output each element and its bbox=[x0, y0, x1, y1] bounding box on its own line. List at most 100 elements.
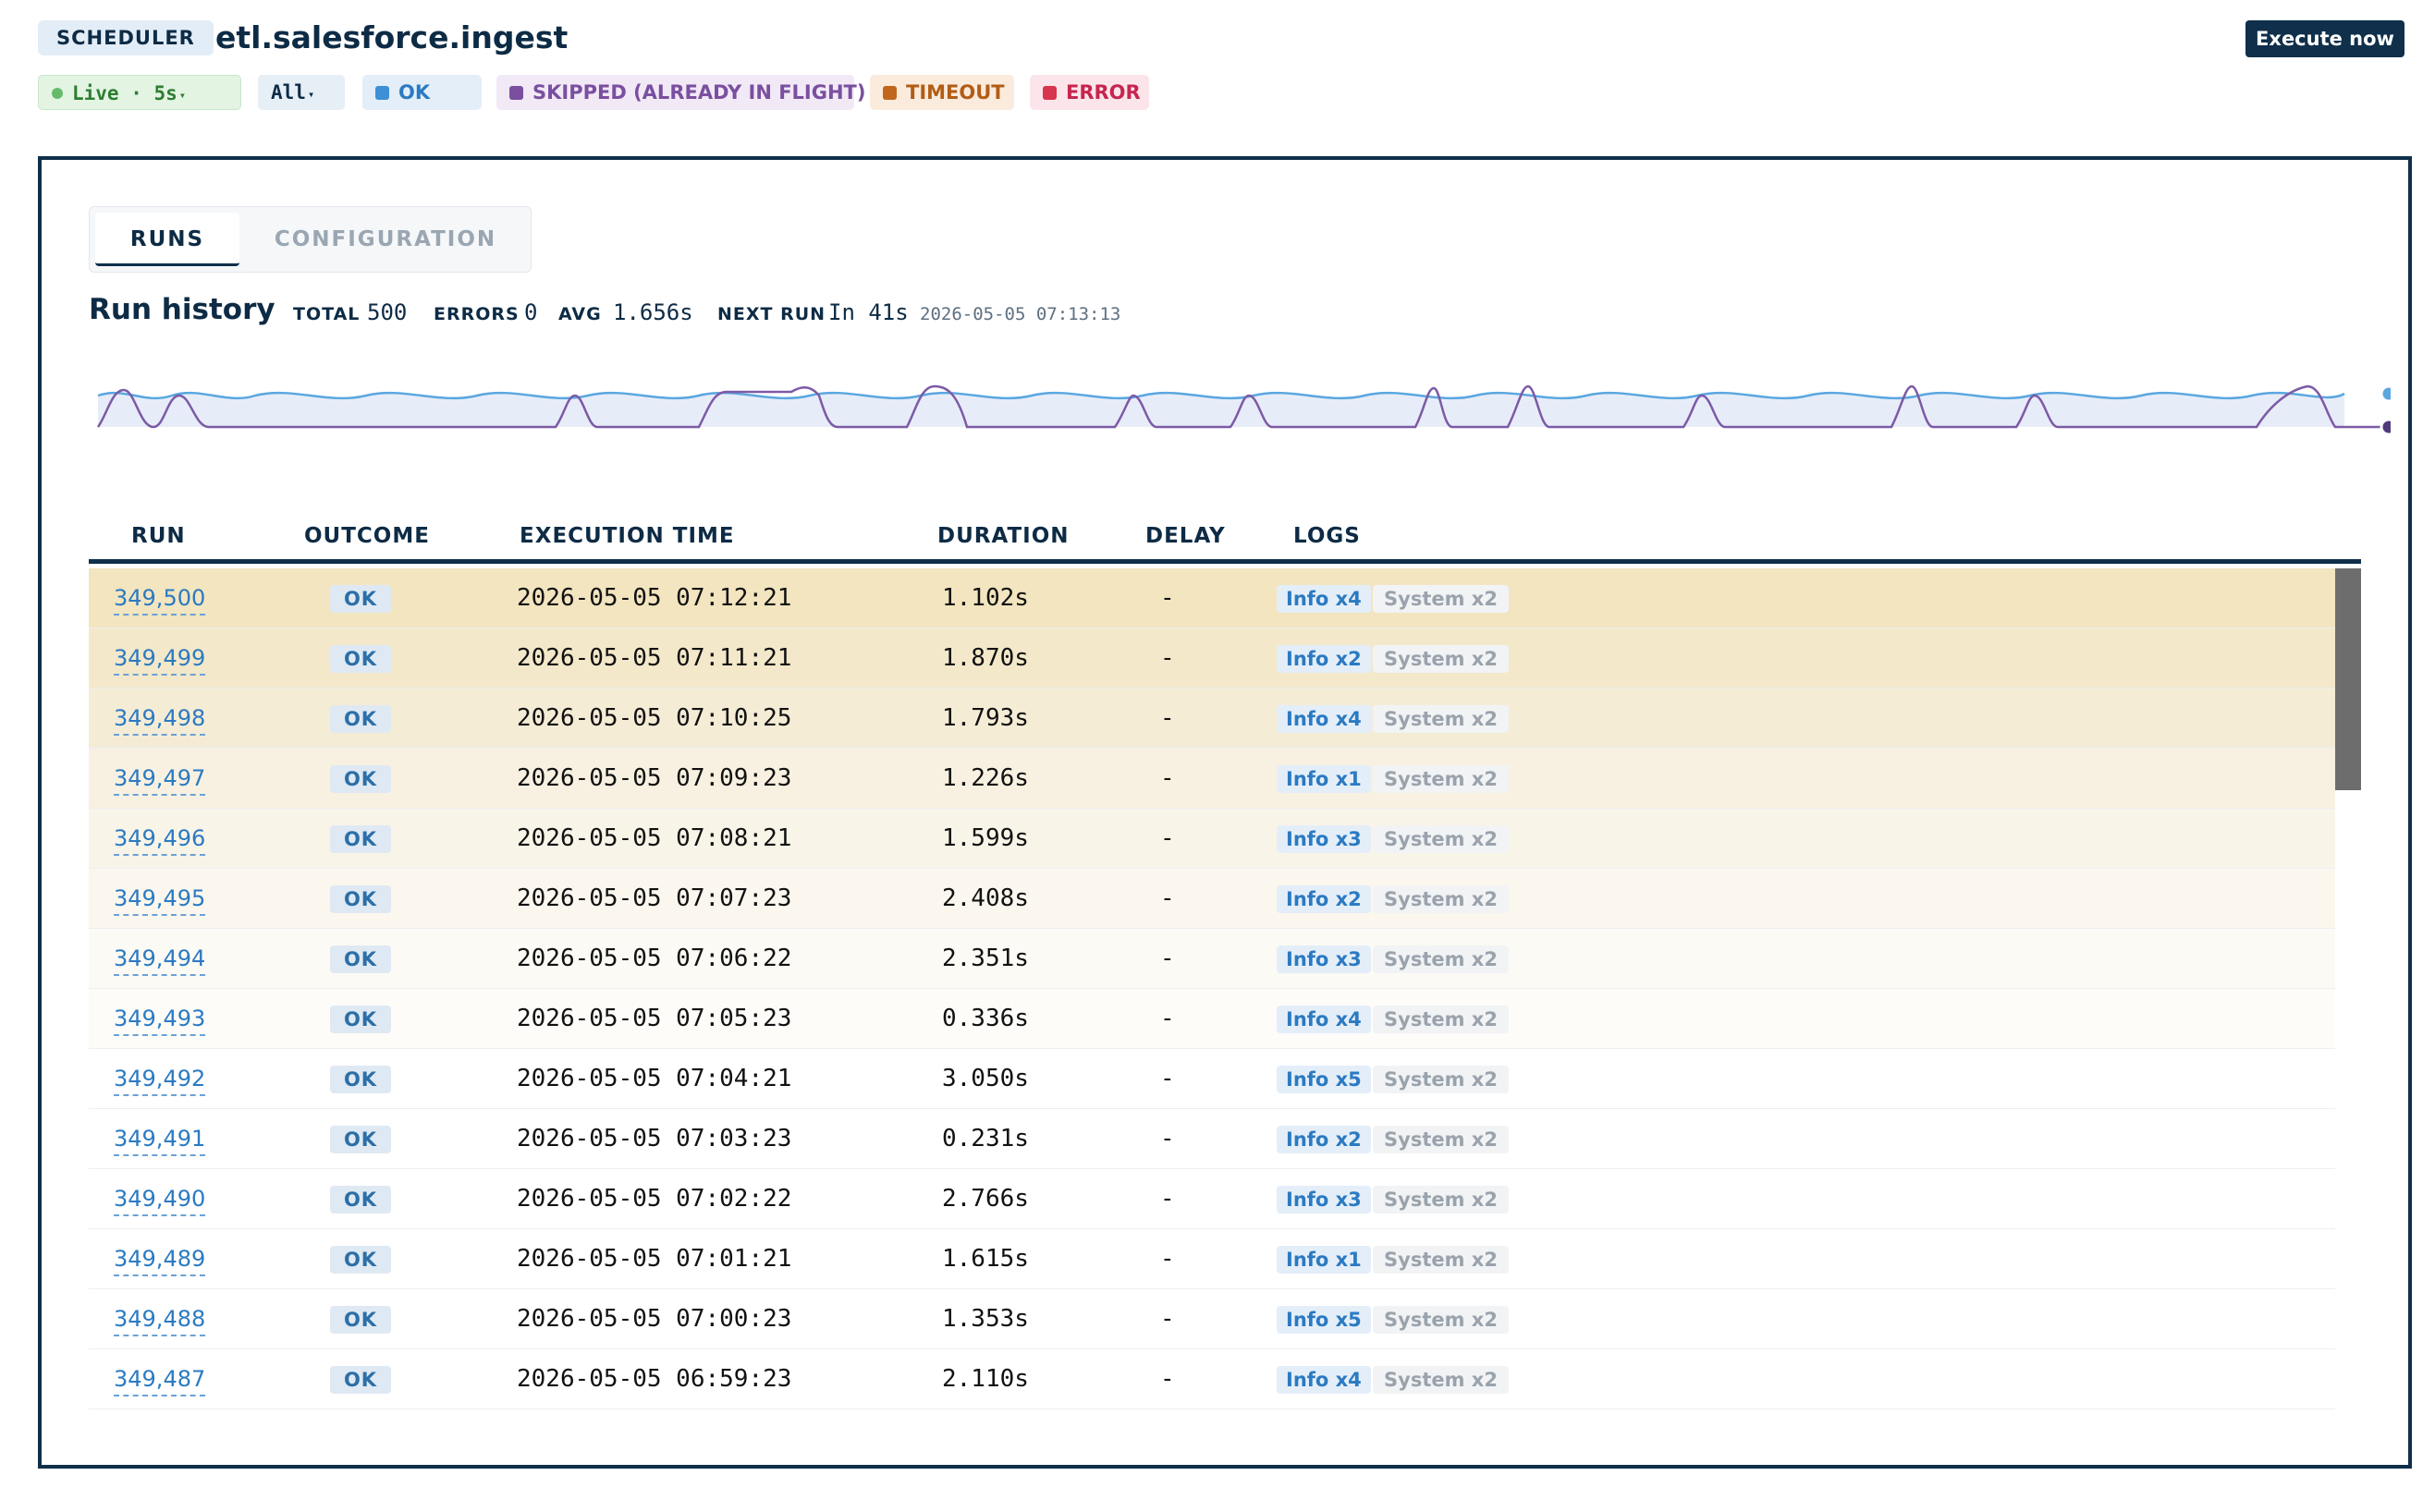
run-id-link[interactable]: 349,497 bbox=[114, 749, 206, 809]
col-duration[interactable]: DURATION bbox=[937, 524, 1070, 548]
system-logs-chip[interactable]: System x2 bbox=[1373, 585, 1509, 613]
run-id-link[interactable]: 349,498 bbox=[114, 689, 206, 749]
info-logs-chip[interactable]: Info x2 bbox=[1277, 885, 1371, 913]
filter-skipped-label: SKIPPED (ALREADY IN FLIGHT) bbox=[532, 81, 866, 104]
execution-time: 2026-05-05 07:01:21 bbox=[517, 1245, 792, 1273]
duration: 2.766s bbox=[942, 1185, 1029, 1213]
delay: - bbox=[1160, 824, 1175, 852]
run-id-link[interactable]: 349,491 bbox=[114, 1109, 206, 1169]
live-dot-icon bbox=[52, 88, 63, 99]
system-logs-chip[interactable]: System x2 bbox=[1373, 765, 1509, 793]
info-logs-chip[interactable]: Info x1 bbox=[1277, 765, 1371, 793]
system-logs-chip[interactable]: System x2 bbox=[1373, 825, 1509, 853]
col-execution-time[interactable]: EXECUTION TIME bbox=[520, 524, 735, 548]
table-row[interactable]: 349,495 OK 2026-05-05 07:07:23 2.408s - … bbox=[89, 869, 2335, 929]
total-label: TOTAL bbox=[293, 304, 361, 324]
sparkline-area bbox=[98, 393, 2344, 427]
duration: 2.110s bbox=[942, 1365, 1029, 1393]
table-row[interactable]: 349,490 OK 2026-05-05 07:02:22 2.766s - … bbox=[89, 1169, 2335, 1229]
live-refresh-toggle[interactable]: Live · 5s ▾ bbox=[38, 75, 241, 110]
system-logs-chip[interactable]: System x2 bbox=[1373, 1306, 1509, 1334]
system-logs-chip[interactable]: System x2 bbox=[1373, 1006, 1509, 1033]
run-id-link[interactable]: 349,490 bbox=[114, 1169, 206, 1229]
system-logs-chip[interactable]: System x2 bbox=[1373, 945, 1509, 973]
run-id-link[interactable]: 349,492 bbox=[114, 1049, 206, 1109]
info-logs-chip[interactable]: Info x4 bbox=[1277, 585, 1371, 613]
table-row[interactable]: 349,496 OK 2026-05-05 07:08:21 1.599s - … bbox=[89, 809, 2335, 869]
ok-swatch-icon bbox=[375, 86, 389, 100]
info-logs-chip[interactable]: Info x2 bbox=[1277, 1126, 1371, 1153]
col-logs[interactable]: LOGS bbox=[1293, 524, 1361, 548]
execution-time: 2026-05-05 07:10:25 bbox=[517, 704, 792, 732]
info-logs-chip[interactable]: Info x4 bbox=[1277, 1366, 1371, 1394]
system-logs-chip[interactable]: System x2 bbox=[1373, 1246, 1509, 1274]
table-row[interactable]: 349,491 OK 2026-05-05 07:03:23 0.231s - … bbox=[89, 1109, 2335, 1169]
table-row[interactable]: 349,493 OK 2026-05-05 07:05:23 0.336s - … bbox=[89, 989, 2335, 1049]
total-value: 500 bbox=[367, 299, 408, 325]
col-delay[interactable]: DELAY bbox=[1145, 524, 1226, 548]
tab-configuration[interactable]: CONFIGURATION bbox=[274, 227, 497, 251]
run-id-link[interactable]: 349,487 bbox=[114, 1349, 206, 1409]
table-row[interactable]: 349,494 OK 2026-05-05 07:06:22 2.351s - … bbox=[89, 929, 2335, 989]
filter-skipped[interactable]: SKIPPED (ALREADY IN FLIGHT) bbox=[496, 75, 865, 110]
run-id-link[interactable]: 349,499 bbox=[114, 628, 206, 689]
info-logs-chip[interactable]: Info x1 bbox=[1277, 1246, 1371, 1274]
system-logs-chip[interactable]: System x2 bbox=[1373, 1186, 1509, 1213]
run-id-link[interactable]: 349,500 bbox=[114, 568, 206, 628]
execution-time: 2026-05-05 07:02:22 bbox=[517, 1185, 792, 1213]
system-logs-chip[interactable]: System x2 bbox=[1373, 705, 1509, 733]
table-row[interactable]: 349,498 OK 2026-05-05 07:10:25 1.793s - … bbox=[89, 689, 2335, 749]
info-logs-chip[interactable]: Info x3 bbox=[1277, 825, 1371, 853]
next-run-label: NEXT RUN bbox=[717, 304, 826, 324]
table-row[interactable]: 349,487 OK 2026-05-05 06:59:23 2.110s - … bbox=[89, 1349, 2335, 1409]
run-id-link[interactable]: 349,496 bbox=[114, 809, 206, 869]
col-outcome[interactable]: OUTCOME bbox=[304, 524, 430, 548]
system-logs-chip[interactable]: System x2 bbox=[1373, 1126, 1509, 1153]
filter-timeout[interactable]: TIMEOUT bbox=[870, 75, 1014, 110]
table-scrollbar[interactable] bbox=[2335, 568, 2361, 790]
outcome-filter-label: All bbox=[271, 81, 306, 104]
table-row[interactable]: 349,497 OK 2026-05-05 07:09:23 1.226s - … bbox=[89, 749, 2335, 809]
filter-error[interactable]: ERROR bbox=[1030, 75, 1149, 110]
filter-ok-label: OK bbox=[398, 81, 431, 104]
system-logs-chip[interactable]: System x2 bbox=[1373, 645, 1509, 673]
system-logs-chip[interactable]: System x2 bbox=[1373, 1066, 1509, 1093]
run-id-link[interactable]: 349,495 bbox=[114, 869, 206, 929]
delay: - bbox=[1160, 1005, 1175, 1032]
avg-label: AVG bbox=[558, 304, 602, 324]
table-row[interactable]: 349,499 OK 2026-05-05 07:11:21 1.870s - … bbox=[89, 628, 2335, 689]
run-id-link[interactable]: 349,489 bbox=[114, 1229, 206, 1289]
runs-table-header: RUN OUTCOME EXECUTION TIME DURATION DELA… bbox=[89, 518, 2361, 564]
sparkline-end-marker-icon bbox=[2380, 384, 2391, 403]
table-row[interactable]: 349,492 OK 2026-05-05 07:04:21 3.050s - … bbox=[89, 1049, 2335, 1109]
table-row[interactable]: 349,488 OK 2026-05-05 07:00:23 1.353s - … bbox=[89, 1289, 2335, 1349]
outcome-filter-select[interactable]: All ▾ bbox=[258, 75, 345, 110]
table-row[interactable]: 349,500 OK 2026-05-05 07:12:21 1.102s - … bbox=[89, 568, 2335, 628]
system-logs-chip[interactable]: System x2 bbox=[1373, 885, 1509, 913]
info-logs-chip[interactable]: Info x4 bbox=[1277, 1006, 1371, 1033]
page-title: etl.salesforce.ingest bbox=[215, 19, 569, 55]
info-logs-chip[interactable]: Info x4 bbox=[1277, 705, 1371, 733]
run-id-link[interactable]: 349,494 bbox=[114, 929, 206, 989]
run-id-link[interactable]: 349,493 bbox=[114, 989, 206, 1049]
info-logs-chip[interactable]: Info x3 bbox=[1277, 1186, 1371, 1213]
tab-runs[interactable]: RUNS bbox=[95, 213, 239, 266]
run-id-link[interactable]: 349,488 bbox=[114, 1289, 206, 1349]
info-logs-chip[interactable]: Info x5 bbox=[1277, 1066, 1371, 1093]
info-logs-chip[interactable]: Info x2 bbox=[1277, 645, 1371, 673]
col-run[interactable]: RUN bbox=[131, 524, 186, 548]
system-logs-chip[interactable]: System x2 bbox=[1373, 1366, 1509, 1394]
execution-time: 2026-05-05 07:04:21 bbox=[517, 1065, 792, 1092]
filter-timeout-label: TIMEOUT bbox=[906, 81, 1005, 104]
delay: - bbox=[1160, 1185, 1175, 1213]
execute-now-button[interactable]: Execute now bbox=[2245, 20, 2404, 57]
duration: 2.351s bbox=[942, 945, 1029, 972]
info-logs-chip[interactable]: Info x3 bbox=[1277, 945, 1371, 973]
info-logs-chip[interactable]: Info x5 bbox=[1277, 1306, 1371, 1334]
delay: - bbox=[1160, 704, 1175, 732]
table-row[interactable]: 349,489 OK 2026-05-05 07:01:21 1.615s - … bbox=[89, 1229, 2335, 1289]
outcome-badge: OK bbox=[330, 825, 391, 853]
duration: 3.050s bbox=[942, 1065, 1029, 1092]
filter-ok[interactable]: OK bbox=[362, 75, 482, 110]
execution-time: 2026-05-05 07:07:23 bbox=[517, 884, 792, 912]
